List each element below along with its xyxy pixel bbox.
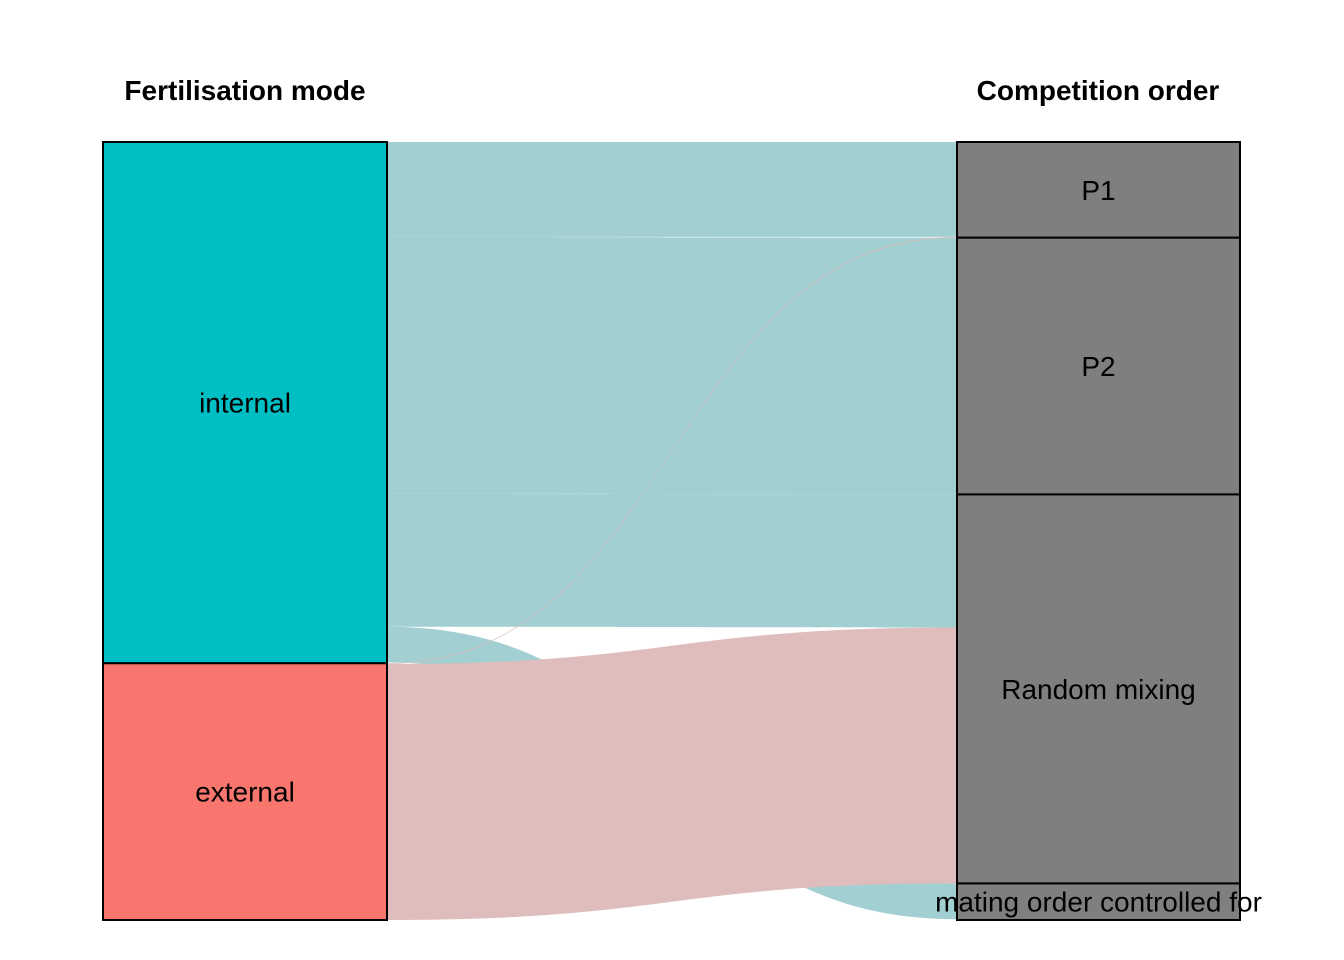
flow-external-to-p1	[387, 236, 957, 665]
stratum-internal	[102, 141, 388, 665]
flow-internal-to-p2	[387, 236, 957, 495]
stratum-mating-order-controlled-for	[956, 882, 1241, 922]
labels-layer: internal external P1 P2 Random mixing mating …	[195, 175, 1262, 918]
stratum-random-mixing	[956, 493, 1241, 885]
flow-external-to-random-mixing	[387, 627, 957, 920]
flows-layer	[387, 142, 957, 920]
nodes-layer	[102, 141, 1241, 922]
axis-title-competition-order: Competition order	[977, 75, 1220, 106]
axis-title-fertilisation-mode: Fertilisation mode	[124, 75, 365, 106]
stratum-label-p1: P1	[1081, 175, 1115, 206]
stratum-p2	[956, 236, 1241, 496]
stratum-label-external: external	[195, 777, 295, 808]
stratum-label-mating-order-controlled-for: mating order controlled for	[935, 887, 1262, 918]
stratum-external	[102, 662, 388, 921]
flow-internal-to-p1	[387, 142, 957, 237]
stratum-label-internal: internal	[199, 388, 291, 419]
stratum-label-random-mixing: Random mixing	[1001, 674, 1196, 705]
stratum-label-p2: P2	[1081, 351, 1115, 382]
flow-internal-to-random-mixing	[387, 493, 957, 628]
